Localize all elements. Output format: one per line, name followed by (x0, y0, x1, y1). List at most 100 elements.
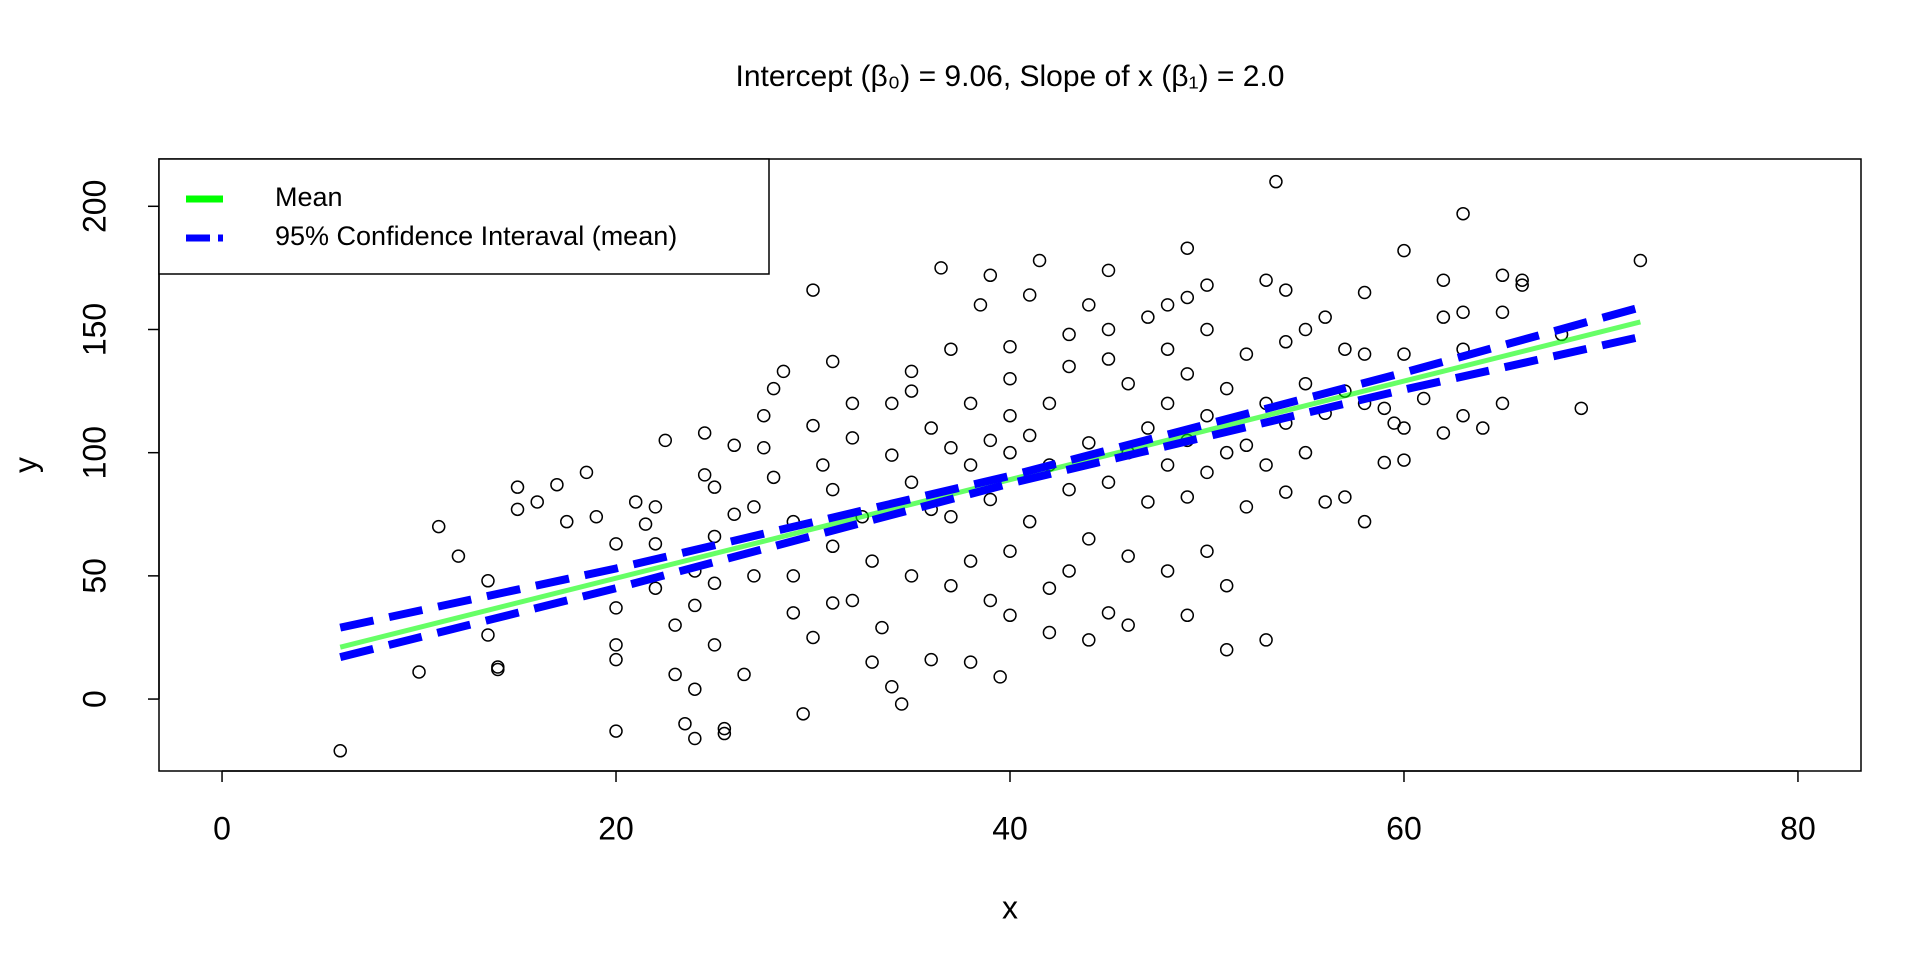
point (1101, 475, 1116, 489)
point (1101, 322, 1116, 337)
point (560, 514, 574, 529)
point (806, 630, 820, 645)
point (885, 679, 899, 694)
point (550, 477, 564, 492)
point (885, 396, 899, 411)
y-tick-label: 150 (76, 303, 112, 356)
point (766, 381, 781, 396)
point (648, 537, 663, 551)
point (983, 593, 998, 608)
point (609, 724, 623, 738)
point (825, 482, 840, 497)
point (963, 655, 978, 669)
point (589, 509, 604, 524)
point (707, 480, 722, 494)
point (1436, 310, 1451, 324)
point (963, 458, 978, 472)
point (333, 744, 347, 758)
point (1259, 458, 1273, 472)
point (1042, 396, 1057, 411)
point (638, 517, 653, 531)
point (609, 652, 623, 667)
point (1180, 241, 1195, 255)
point (1200, 544, 1214, 558)
point (688, 731, 702, 746)
point (1003, 445, 1017, 460)
point (491, 660, 505, 674)
point (1239, 347, 1254, 361)
point (1476, 421, 1490, 435)
point (983, 268, 998, 283)
point (1180, 367, 1195, 381)
point (1456, 305, 1470, 319)
point (1141, 310, 1155, 324)
point (1239, 438, 1254, 453)
point (1101, 352, 1116, 366)
point (697, 468, 712, 482)
point (1259, 273, 1273, 287)
point (1495, 268, 1510, 283)
point (1338, 342, 1352, 356)
point (1397, 453, 1411, 467)
point (904, 384, 919, 398)
point (747, 569, 761, 583)
point (1219, 578, 1234, 593)
point (579, 465, 594, 480)
point (776, 364, 791, 379)
point (924, 421, 938, 435)
point (944, 578, 958, 593)
point (993, 670, 1007, 684)
y-tick-label: 200 (76, 180, 112, 233)
point (1338, 490, 1352, 504)
legend-label: 95% Confidence Interaval (mean) (275, 221, 677, 251)
x-tick-label: 20 (598, 810, 634, 846)
point (530, 495, 544, 509)
point (1436, 426, 1451, 440)
point (1022, 288, 1037, 302)
point (412, 665, 426, 679)
point (1357, 347, 1372, 361)
point (934, 261, 948, 275)
point (1003, 408, 1017, 423)
point (1515, 278, 1529, 292)
point (1121, 376, 1135, 391)
point (510, 502, 525, 517)
point (963, 554, 978, 568)
point (1180, 290, 1195, 305)
point (1397, 243, 1411, 258)
point (727, 507, 741, 522)
point (1436, 273, 1451, 287)
point (757, 441, 771, 455)
point (796, 707, 810, 721)
y-tick-label: 50 (76, 558, 112, 594)
point (1298, 445, 1313, 460)
x-axis-label: x (1002, 889, 1018, 925)
point (865, 655, 879, 669)
point (1121, 549, 1135, 563)
point (1180, 608, 1195, 623)
point (1239, 500, 1254, 514)
point (717, 721, 732, 736)
point (806, 418, 820, 433)
point (1082, 436, 1096, 450)
point (727, 438, 741, 453)
ci-upper-line (339, 303, 1642, 632)
point (1160, 396, 1175, 411)
x-tick-label: 0 (213, 810, 231, 846)
point (1003, 544, 1017, 558)
point (1062, 482, 1076, 497)
chart-title: Intercept (β₀) = 9.06, Slope of x (β₁) =… (735, 60, 1284, 93)
point (1121, 618, 1135, 632)
point (1259, 633, 1273, 647)
point (609, 638, 623, 652)
point (825, 539, 840, 554)
point (1357, 514, 1372, 529)
point (1515, 273, 1529, 287)
point (1042, 625, 1057, 640)
point (1279, 485, 1293, 499)
point (1397, 421, 1411, 435)
point (1219, 643, 1234, 657)
point (825, 354, 840, 369)
point (648, 581, 663, 595)
